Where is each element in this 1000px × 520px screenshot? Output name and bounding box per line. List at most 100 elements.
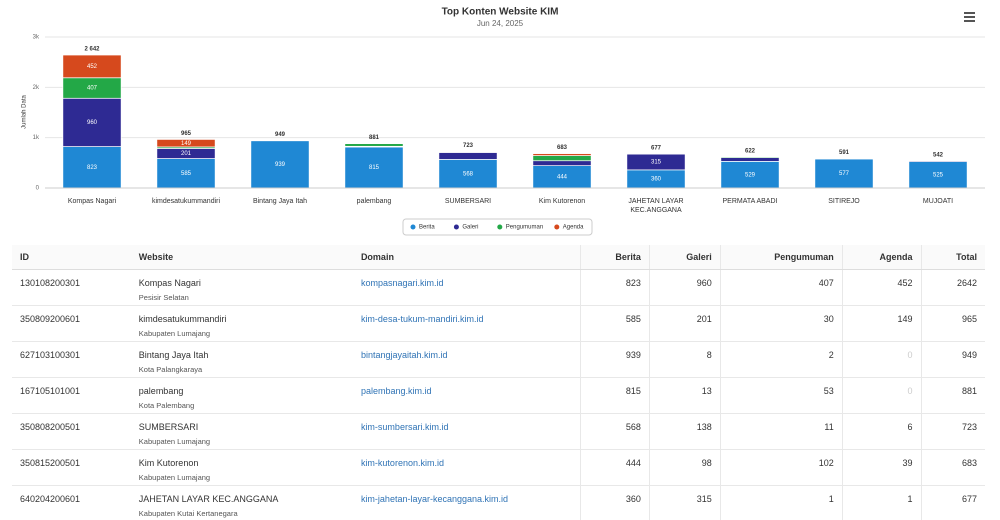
website-name: SUMBERSARI bbox=[138, 422, 199, 432]
table-row: 350809200601 kimdesatukummandiri Kabupaten… bbox=[12, 305, 985, 342]
x-tick-label: kimdesatukummandiri bbox=[151, 198, 221, 205]
y-tick-label: 2k bbox=[33, 85, 40, 91]
website-region: Kabupaten Lumajang bbox=[138, 473, 211, 482]
segment-label: 452 bbox=[87, 64, 98, 70]
x-tick-label: Bintang Jaya Itah bbox=[252, 198, 308, 205]
website-cell: kimdesatukummandiri Kabupaten Lumajang bbox=[130, 305, 353, 342]
number-cell: 444 bbox=[579, 449, 650, 486]
domain-cell: kim-sumbersari.kim.id bbox=[352, 413, 581, 450]
website-cell: Kompas Nagari Pesisir Selatan bbox=[130, 269, 353, 306]
website-cell: JAHETAN LAYAR KEC.ANGGANA Kabupaten Kutai… bbox=[130, 485, 353, 520]
legend-marker bbox=[497, 224, 503, 230]
menu-icon[interactable] bbox=[964, 12, 975, 22]
segment-label: 201 bbox=[181, 151, 192, 157]
number-cell: 201 bbox=[648, 305, 721, 342]
domain-link[interactable]: kompasnagari.kim.id bbox=[360, 278, 444, 288]
segment-label: 360 bbox=[651, 177, 662, 183]
domain-cell: kim-kutorenon.kim.id bbox=[352, 449, 581, 486]
bar-segment bbox=[720, 156, 780, 158]
number-cell: 149 bbox=[841, 305, 922, 342]
chart: Top Konten Website KIM Jun 24, 2025 Juml… bbox=[22, 7, 985, 236]
domain-cell: bintangjayaitah.kim.id bbox=[352, 341, 581, 378]
data-table: ID Website Domain Berita Galeri Pengumuman Age… bbox=[12, 245, 985, 520]
segment-label: 407 bbox=[87, 86, 98, 92]
bar-segment bbox=[62, 97, 122, 147]
legend-marker bbox=[453, 224, 459, 230]
website-name: JAHETAN LAYAR KEC.ANGGANA bbox=[138, 494, 279, 504]
bar-segment bbox=[720, 161, 780, 189]
website-cell: Kim Kutorenon Kabupaten Lumajang bbox=[130, 449, 353, 486]
bar-segment bbox=[344, 146, 404, 189]
website-region: Kota Palangkaraya bbox=[138, 365, 203, 374]
domain-link[interactable]: kim-desa-tukum-mandiri.kim.id bbox=[360, 314, 484, 324]
segment-label: 444 bbox=[557, 174, 568, 180]
domain-link[interactable]: kim-sumbersari.kim.id bbox=[360, 422, 449, 432]
number-cell: 1 bbox=[719, 485, 843, 520]
total-label: 622 bbox=[745, 148, 756, 154]
bar-segment bbox=[62, 54, 122, 79]
total-label: 591 bbox=[839, 150, 850, 156]
segment-label: 939 bbox=[275, 162, 286, 168]
column-header: Pengumuman bbox=[719, 245, 843, 270]
website-region: Kabupaten Lumajang bbox=[138, 329, 211, 338]
number-cell: 823 bbox=[579, 269, 650, 306]
domain-link[interactable]: palembang.kim.id bbox=[360, 386, 432, 396]
segment-label: 960 bbox=[87, 120, 98, 126]
website-name: Kim Kutorenon bbox=[138, 458, 199, 468]
total-label: 949 bbox=[275, 132, 286, 138]
number-cell: 965 bbox=[920, 305, 985, 342]
number-cell: 102 bbox=[719, 449, 843, 486]
number-cell: 585 bbox=[579, 305, 650, 342]
bar-segment bbox=[156, 139, 216, 148]
number-cell: 30 bbox=[719, 305, 843, 342]
bar-segment bbox=[908, 161, 968, 189]
domain-link[interactable]: kim-kutorenon.kim.id bbox=[360, 458, 444, 468]
number-cell: 723 bbox=[920, 413, 985, 450]
website-name: kimdesatukummandiri bbox=[138, 314, 227, 324]
domain-link[interactable]: kim-jahetan-layar-kecanggana.kim.id bbox=[360, 494, 509, 504]
domain-link[interactable]: bintangjayaitah.kim.id bbox=[360, 350, 448, 360]
total-label: 683 bbox=[557, 145, 568, 151]
y-tick-label: 1k bbox=[33, 135, 40, 141]
id-cell: 640204200601 bbox=[12, 485, 131, 520]
bar-segment bbox=[814, 158, 874, 189]
number-cell: 138 bbox=[648, 413, 721, 450]
id-cell: 350815200501 bbox=[12, 449, 131, 486]
website-name: Bintang Jaya Itah bbox=[138, 350, 209, 360]
bar-segment bbox=[62, 146, 122, 189]
segment-label: 577 bbox=[839, 171, 850, 177]
table-row: 350808200501 SUMBERSARI Kabupaten Lumajang… bbox=[12, 413, 985, 450]
x-tick-label: Kompas Nagari bbox=[67, 198, 117, 205]
legend-marker bbox=[410, 224, 416, 230]
segment-label: 823 bbox=[87, 165, 98, 171]
bar-segment bbox=[532, 155, 592, 162]
number-cell: 11 bbox=[719, 413, 843, 450]
number-cell: 815 bbox=[579, 377, 650, 414]
number-cell: 568 bbox=[579, 413, 650, 450]
column-header: Website bbox=[130, 245, 353, 270]
total-label: 965 bbox=[181, 131, 192, 137]
segment-label: 568 bbox=[463, 171, 474, 177]
table-row: 640204200601 JAHETAN LAYAR KEC.ANGGANA Kab… bbox=[12, 485, 985, 520]
id-cell: 627103100301 bbox=[12, 341, 131, 378]
bar-segment bbox=[532, 160, 592, 167]
number-cell: 0 bbox=[841, 377, 922, 414]
column-header: Total bbox=[920, 245, 985, 270]
number-cell: 949 bbox=[920, 341, 985, 378]
bar-segment bbox=[250, 140, 310, 189]
legend-label: Pengumuman bbox=[506, 225, 543, 231]
bar-segment bbox=[344, 143, 404, 147]
segment-label: 315 bbox=[651, 160, 662, 166]
total-label: 881 bbox=[369, 135, 380, 141]
number-cell: 881 bbox=[920, 377, 985, 414]
table-row: 130108200301 Kompas Nagari Pesisir Selatan… bbox=[12, 269, 985, 306]
number-cell: 0 bbox=[841, 341, 922, 378]
y-tick-label: 3k bbox=[33, 35, 40, 41]
segment-label: 815 bbox=[369, 165, 380, 171]
number-cell: 452 bbox=[841, 269, 922, 306]
id-cell: 130108200301 bbox=[12, 269, 131, 306]
domain-cell: kim-jahetan-layar-kecanggana.kim.id bbox=[352, 485, 581, 520]
bar-segment bbox=[532, 153, 592, 156]
number-cell: 53 bbox=[719, 377, 843, 414]
